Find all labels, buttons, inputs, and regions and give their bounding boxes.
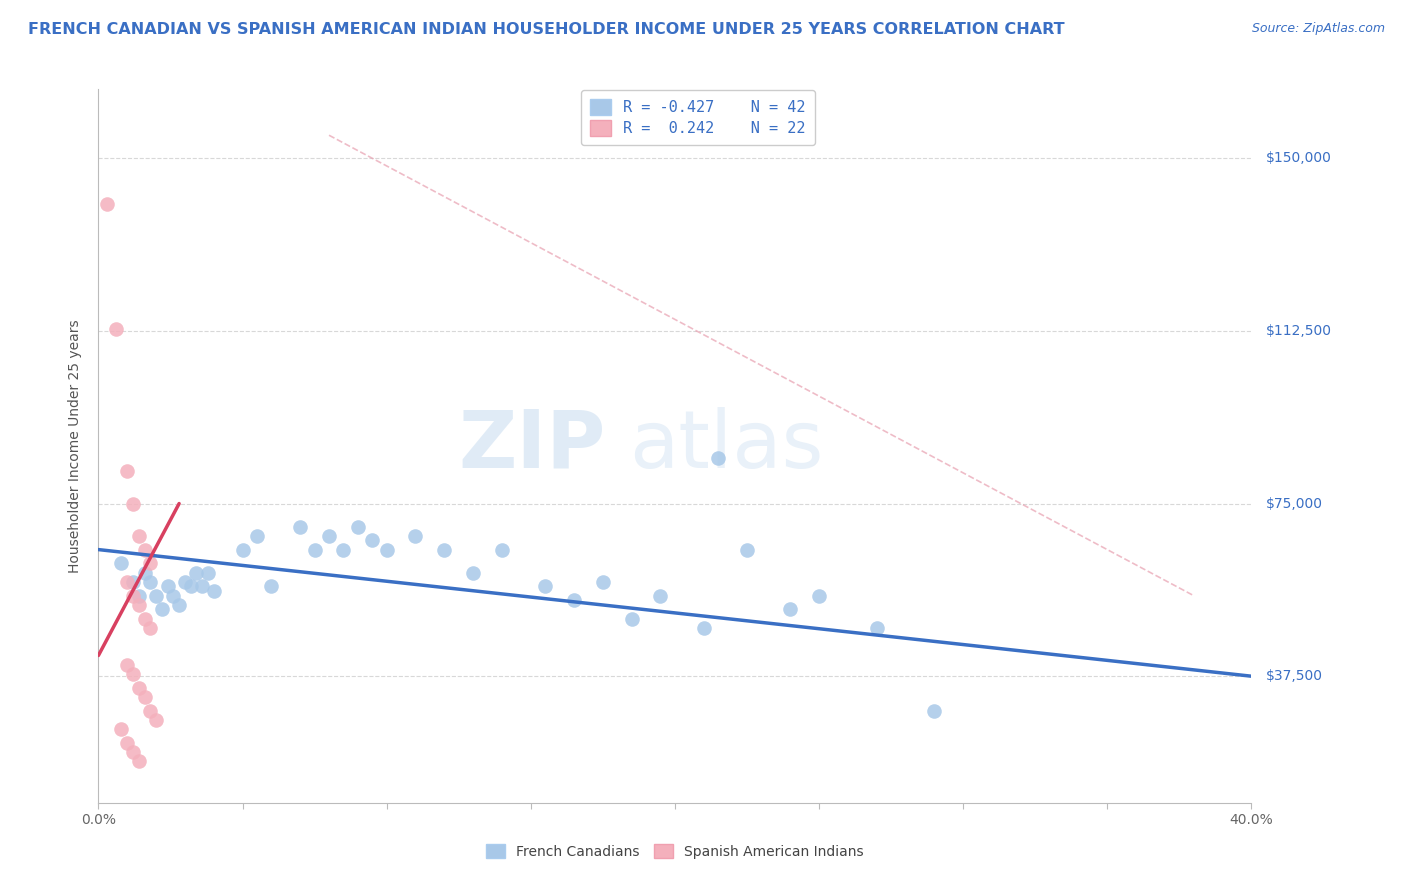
Point — [491, 542, 513, 557]
Point — [128, 589, 150, 603]
Point — [128, 681, 150, 695]
Point — [150, 602, 173, 616]
Point — [122, 497, 145, 511]
Point — [117, 736, 138, 750]
Point — [139, 621, 162, 635]
Point — [117, 574, 138, 589]
Point — [693, 621, 716, 635]
Point — [304, 542, 326, 557]
Point — [156, 579, 179, 593]
Text: atlas: atlas — [628, 407, 823, 485]
Point — [246, 529, 269, 543]
Text: $150,000: $150,000 — [1265, 152, 1331, 165]
Point — [110, 557, 132, 571]
Point — [650, 589, 672, 603]
Point — [290, 519, 312, 533]
Text: Source: ZipAtlas.com: Source: ZipAtlas.com — [1251, 22, 1385, 36]
Point — [231, 542, 254, 557]
Point — [122, 666, 145, 681]
Point — [122, 589, 145, 603]
Point — [332, 542, 354, 557]
Text: FRENCH CANADIAN VS SPANISH AMERICAN INDIAN HOUSEHOLDER INCOME UNDER 25 YEARS COR: FRENCH CANADIAN VS SPANISH AMERICAN INDI… — [28, 22, 1064, 37]
Text: $112,500: $112,500 — [1265, 324, 1331, 338]
Point — [134, 542, 156, 557]
Point — [117, 464, 138, 478]
Point — [202, 584, 225, 599]
Point — [139, 574, 162, 589]
Point — [405, 529, 427, 543]
Point — [807, 589, 830, 603]
Point — [735, 542, 758, 557]
Point — [122, 574, 145, 589]
Point — [96, 197, 118, 211]
Point — [128, 598, 150, 612]
Point — [375, 542, 398, 557]
Text: ZIP: ZIP — [458, 407, 606, 485]
Point — [122, 745, 145, 759]
Point — [534, 579, 557, 593]
Point — [620, 612, 643, 626]
Point — [128, 529, 150, 543]
Point — [346, 519, 368, 533]
Point — [104, 321, 127, 335]
Point — [186, 566, 208, 580]
Point — [562, 593, 585, 607]
Point — [128, 755, 150, 769]
Legend: French Canadians, Spanish American Indians: French Canadians, Spanish American India… — [478, 836, 872, 867]
Text: $75,000: $75,000 — [1265, 497, 1323, 510]
Point — [361, 533, 384, 548]
Point — [922, 704, 945, 718]
Point — [145, 713, 167, 727]
Text: $37,500: $37,500 — [1265, 669, 1323, 683]
Point — [461, 566, 484, 580]
Point — [145, 589, 167, 603]
Point — [139, 557, 162, 571]
Point — [260, 579, 283, 593]
Point — [191, 579, 214, 593]
Point — [139, 704, 162, 718]
Point — [134, 612, 156, 626]
Point — [134, 566, 156, 580]
Point — [592, 574, 614, 589]
Point — [779, 602, 801, 616]
Point — [110, 722, 132, 736]
Point — [162, 589, 184, 603]
Point — [117, 657, 138, 672]
Point — [180, 579, 202, 593]
Point — [707, 450, 730, 465]
Point — [167, 598, 190, 612]
Point — [134, 690, 156, 704]
Y-axis label: Householder Income Under 25 years: Householder Income Under 25 years — [69, 319, 83, 573]
Point — [174, 574, 197, 589]
Point — [866, 621, 889, 635]
Point — [197, 566, 219, 580]
Point — [318, 529, 340, 543]
Point — [433, 542, 456, 557]
